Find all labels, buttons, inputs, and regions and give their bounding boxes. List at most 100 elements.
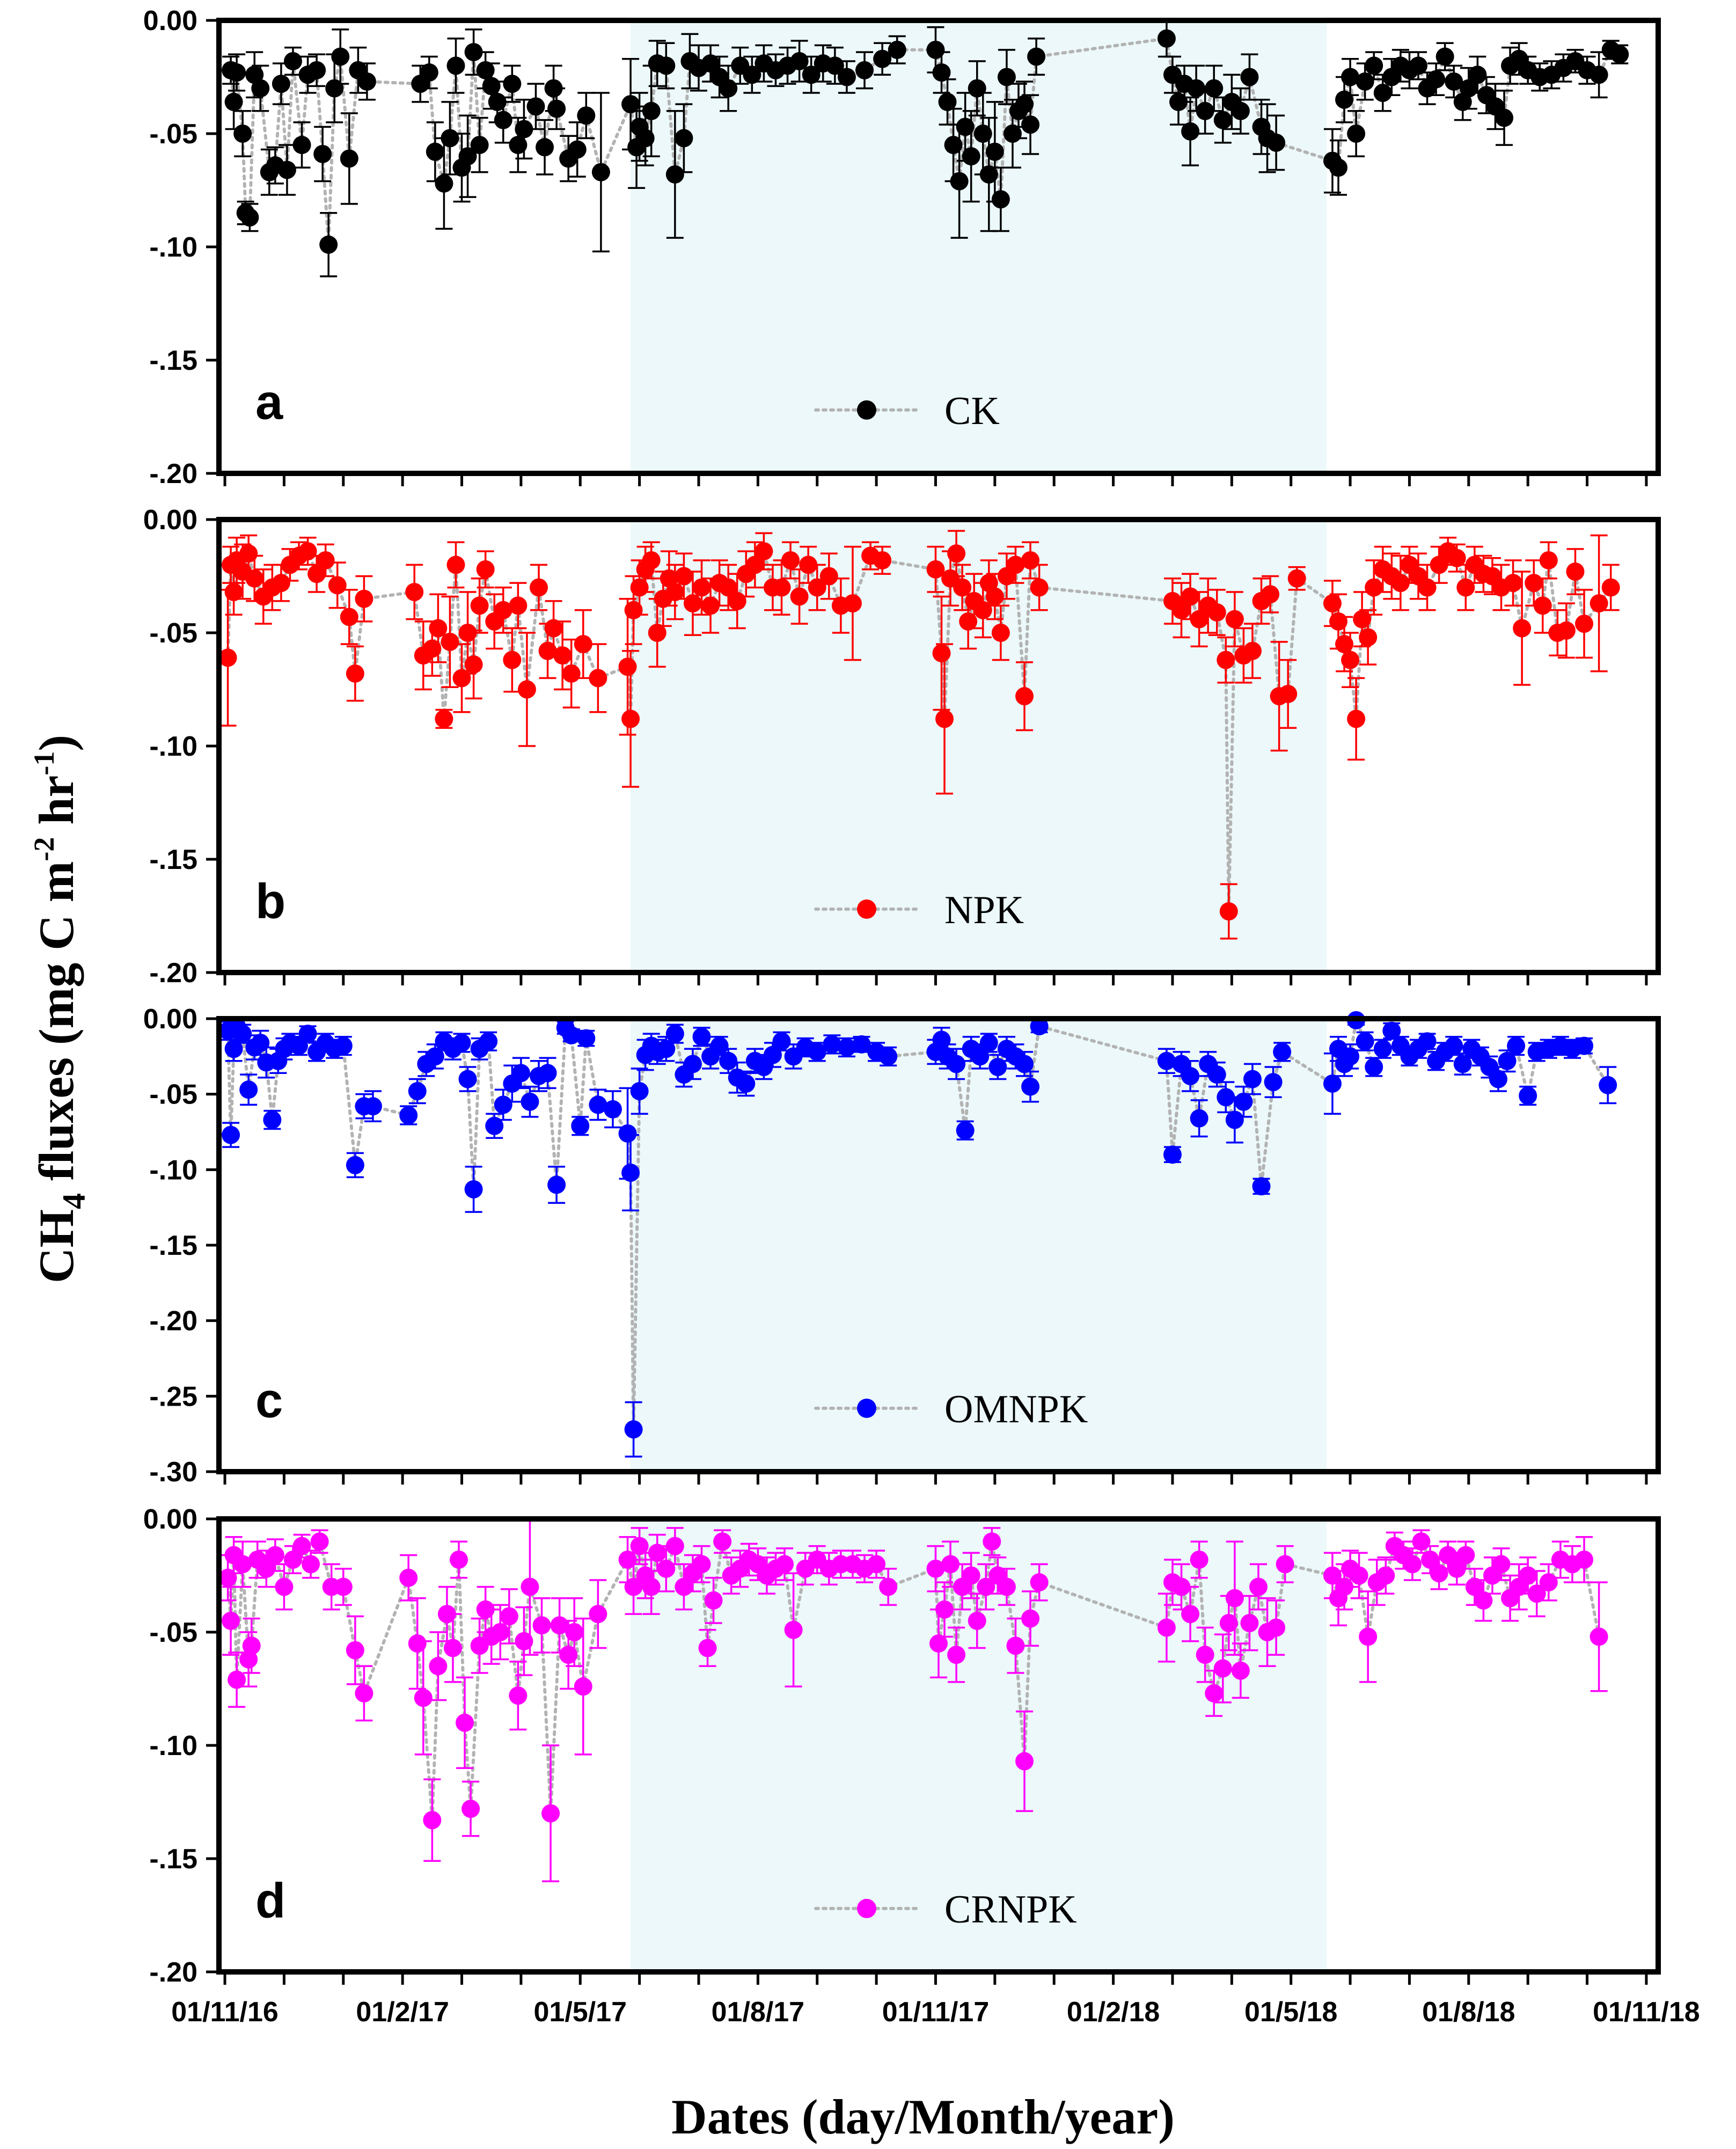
data-point [224,1040,243,1058]
data-point [509,136,528,155]
data-point [1213,1659,1232,1678]
data-point [879,1577,898,1596]
data-point [1403,1555,1422,1574]
data-point [458,147,477,166]
data-point [1459,79,1478,98]
data-point [704,1591,723,1610]
data-point [971,1047,990,1066]
data-point [233,1555,252,1574]
data-point [1507,1036,1526,1055]
data-point [991,624,1010,642]
data-point [399,1568,418,1587]
data-point [660,569,678,588]
data-point [1006,555,1025,574]
data-point [1453,92,1472,111]
data-point [346,1156,364,1174]
data-point [340,608,358,626]
data-point [692,1555,711,1574]
data-point [458,624,477,642]
data-point [464,43,483,62]
data-point [968,1611,986,1630]
data-point [511,1064,530,1083]
data-point [657,1559,676,1578]
y-axis-title: CH4 fluxes (mg C m-2 hr-1) [28,735,92,1283]
data-point [926,1559,945,1578]
x-tick-label: 01/8/18 [1422,1997,1515,2028]
data-point [825,56,844,75]
data-point [1504,574,1522,593]
data-point [494,1095,512,1114]
data-point [790,52,809,70]
data-point [657,1040,676,1058]
data-point [1465,1577,1484,1596]
data-point [500,1607,518,1626]
data-point [574,1677,592,1696]
data-point [494,601,512,619]
data-point [1373,84,1392,103]
data-point [470,596,489,615]
data-point [313,144,332,163]
data-point [1347,710,1366,728]
data-point [1468,65,1487,84]
data-point [755,542,773,561]
data-point [1181,587,1200,606]
data-point [429,619,448,638]
legend-marker [857,899,876,919]
x-tick-label: 01/8/17 [712,1997,805,2028]
data-point [521,1577,539,1596]
data-point [275,1577,294,1596]
data-point [1207,1065,1226,1084]
data-point [618,1550,637,1569]
data-point [517,680,536,699]
data-point [1225,1110,1244,1129]
legend-label: CK [944,389,1000,433]
data-point [1217,1088,1235,1107]
data-point [298,542,317,561]
data-point [1021,1077,1040,1096]
data-point [1243,641,1262,660]
data-point [997,1577,1016,1596]
data-point [1190,610,1208,628]
data-point [591,163,610,181]
data-point [1365,1058,1383,1077]
panel-letter: b [255,874,285,929]
data-point [536,138,554,157]
data-point [1335,90,1354,109]
data-point [1196,1646,1214,1664]
data-point [1356,72,1374,91]
data-point [1427,70,1446,89]
data-point [932,63,951,82]
data-point [1353,610,1372,628]
data-point [1495,108,1514,127]
data-point [1445,1036,1463,1055]
data-point [435,710,453,728]
data-point [873,49,892,68]
data-point [1335,1577,1354,1596]
y-tick-label: 0.00 [143,1504,197,1535]
data-point [1225,1589,1244,1607]
data-point [218,1568,237,1587]
data-point [1430,1564,1448,1583]
data-point [657,56,676,75]
data-point [692,1027,711,1046]
data-point [1599,1076,1617,1094]
data-point [1498,1051,1517,1070]
data-point [1447,1559,1466,1578]
data-point [603,1100,622,1119]
data-point [562,1026,581,1044]
data-point [1169,92,1188,111]
data-point [745,555,764,574]
data-point [979,1034,998,1052]
data-point [775,1555,794,1574]
data-point [435,174,453,193]
data-point [222,1125,240,1144]
data-point [1217,650,1235,669]
data-point [683,594,702,613]
data-point [476,1600,495,1619]
data-point [239,1650,258,1669]
panel-b: 0.00 -.05 -.10 -.15 -.20 b NPK [143,505,1661,989]
y-tick-label: -.25 [149,1381,197,1412]
data-point [719,1051,738,1070]
data-point [1240,1614,1259,1633]
data-point [530,578,548,597]
